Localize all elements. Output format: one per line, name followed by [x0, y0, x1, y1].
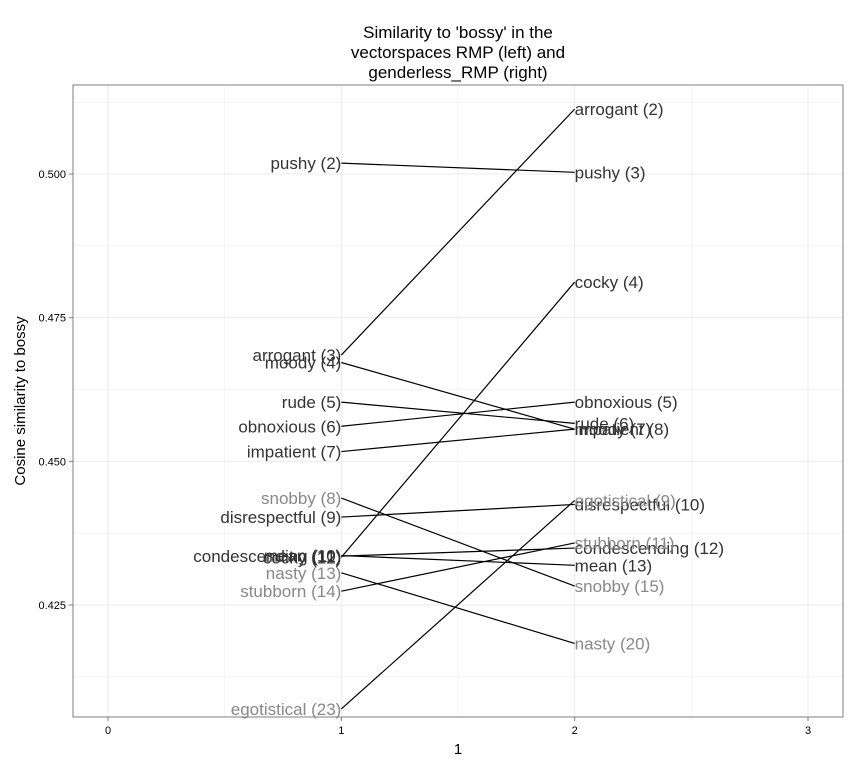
y-axis-title: Cosine similarity to bossy: [12, 316, 29, 486]
chart-title: Similarity to 'bossy' in the vectorspace…: [351, 23, 565, 82]
slope-line-mean: [341, 554, 575, 566]
axis-ticks: 0 1 2 3 0.425 0.450 0.475 0.500: [38, 169, 811, 737]
left-label-obnoxious: obnoxious (6): [238, 417, 341, 436]
right-label-pushy: pushy (3): [575, 163, 646, 182]
slope-line-condescending: [341, 547, 575, 557]
right-label-disrespectful: disrespectful (10): [575, 495, 705, 514]
left-label-egotistical: egotistical (23): [231, 700, 342, 719]
right-label-snobby: snobby (15): [575, 577, 665, 596]
chart-title-line-1: Similarity to 'bossy' in the: [363, 23, 553, 42]
y-tick-label: 0.425: [38, 600, 66, 612]
slope-line-snobby: [341, 497, 575, 587]
x-tick-label: 2: [572, 725, 578, 737]
y-tick-label: 0.500: [38, 169, 66, 181]
grid: [73, 85, 843, 717]
left-label-stubborn: stubborn (14): [240, 582, 341, 601]
right-label-rude: rude (6): [575, 414, 635, 433]
slope-line-arrogant: [340, 108, 576, 356]
left-label-disrespectful: disrespectful (9): [220, 508, 341, 527]
right-label-moody: moody (7): [575, 420, 652, 439]
left-label-condescending: condescending (11): [193, 547, 341, 566]
x-axis-title: 1: [454, 741, 462, 758]
left-label-nasty: nasty (13): [266, 564, 342, 583]
slope-line-rude: [341, 401, 575, 425]
chart-title-line-3: genderless_RMP (right): [368, 63, 547, 82]
right-label-stubborn: stubborn (11): [575, 534, 675, 553]
left-label-cocky: cocky (12): [263, 548, 341, 567]
slope-line-disrespectful: [341, 503, 575, 518]
right-label-mean: mean (13): [575, 556, 652, 575]
right-label-nasty: nasty (20): [575, 634, 651, 653]
slope-line-pushy: [341, 162, 575, 173]
slope-line-nasty: [341, 572, 575, 645]
right-label-arrogant: arrogant (2): [575, 100, 664, 119]
right-label-obnoxious: obnoxious (5): [575, 393, 678, 412]
slope-line-moody: [341, 361, 575, 430]
slope-line-stubborn: [341, 542, 575, 592]
x-tick-label: 1: [338, 725, 344, 737]
left-label-arrogant: arrogant (3): [253, 346, 342, 365]
left-label-moody: moody (4): [265, 354, 342, 373]
slope-lines: [340, 108, 576, 710]
slope-line-impatient: [341, 428, 575, 453]
y-tick-label: 0.475: [38, 313, 66, 325]
left-label-impatient: impatient (7): [247, 443, 341, 462]
x-tick-label: 0: [105, 725, 111, 737]
x-tick-label: 3: [805, 725, 811, 737]
word-labels: pushy (2) pushy (3) arrogant (3) arrogant (…: [193, 100, 724, 719]
left-label-mean: mean (10): [264, 547, 341, 566]
left-label-rude: rude (5): [282, 393, 342, 412]
right-label-impatient: impatient (8): [575, 420, 669, 439]
right-label-cocky: cocky (4): [575, 273, 644, 292]
chart-title-line-2: vectorspaces RMP (left) and: [351, 43, 565, 62]
left-label-pushy: pushy (2): [270, 154, 341, 173]
slope-line-cocky: [340, 281, 576, 558]
panel-border: [72, 84, 844, 718]
right-label-egotistical: egotistical (9): [575, 491, 676, 510]
y-tick-label: 0.450: [38, 456, 66, 468]
right-label-condescending: condescending (12): [575, 539, 724, 558]
slope-line-obnoxious: [341, 401, 575, 427]
slope-line-egotistical: [340, 499, 576, 710]
left-label-snobby: snobby (8): [261, 489, 341, 508]
